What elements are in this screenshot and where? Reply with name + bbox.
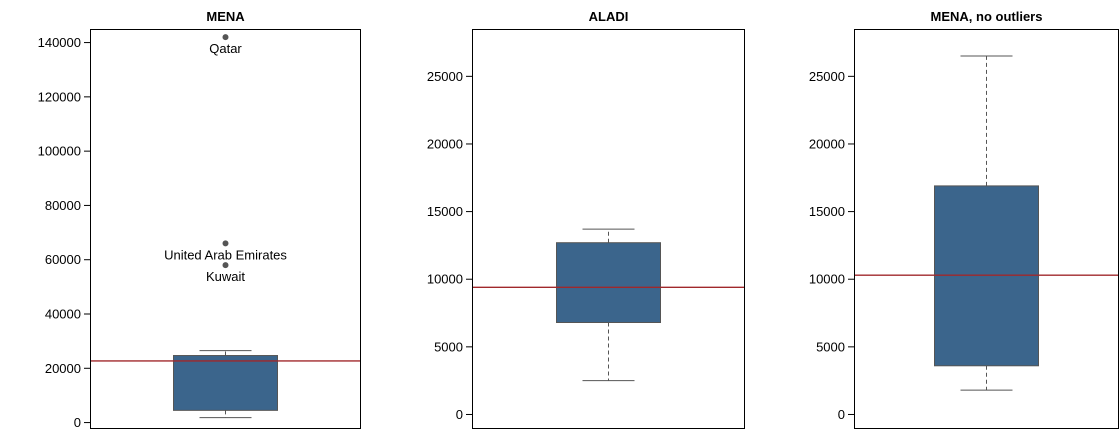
panel-3: MENA, no outliers 0 5000 10000 15000 20000 250… bbox=[809, 9, 1119, 429]
y-tick-label: 0 bbox=[456, 407, 463, 422]
y-tick-label: 140000 bbox=[38, 35, 81, 50]
y-tick-label: 0 bbox=[74, 415, 81, 430]
y-tick-label: 80000 bbox=[45, 198, 81, 213]
y-tick-label: 100000 bbox=[38, 144, 81, 159]
outlier-label: Kuwait bbox=[206, 269, 245, 284]
panel-title: ALADI bbox=[589, 9, 629, 24]
y-tick-label: 40000 bbox=[45, 307, 81, 322]
y-tick-label: 20000 bbox=[45, 361, 81, 376]
y-tick-label: 5000 bbox=[434, 339, 463, 354]
y-tick-label: 15000 bbox=[427, 204, 463, 219]
y-tick-label: 20000 bbox=[809, 136, 845, 151]
outlier-point bbox=[222, 240, 229, 247]
iqr-box bbox=[173, 355, 278, 411]
y-tick-label: 25000 bbox=[427, 69, 463, 84]
plot-frame bbox=[90, 29, 361, 429]
y-tick-label: 10000 bbox=[427, 272, 463, 287]
y-tick-label: 10000 bbox=[809, 272, 845, 287]
outlier-point bbox=[222, 262, 229, 269]
y-tick-label: 20000 bbox=[427, 136, 463, 151]
panel-title: MENA bbox=[206, 9, 245, 24]
panel-title: MENA, no outliers bbox=[931, 9, 1043, 24]
panel-1: MENA 0 20000 40000 60000 80000 100000 120000 140… bbox=[38, 9, 361, 430]
y-tick-label: 5000 bbox=[816, 339, 845, 354]
outlier-point bbox=[222, 34, 229, 41]
outlier-label: Qatar bbox=[209, 41, 242, 56]
outlier-label: United Arab Emirates bbox=[164, 247, 287, 262]
y-tick-label: 120000 bbox=[38, 89, 81, 104]
iqr-box bbox=[556, 242, 661, 324]
panel-2: ALADI 0 5000 10000 15000 20000 25000 bbox=[427, 9, 745, 429]
y-tick-label: 0 bbox=[838, 407, 845, 422]
y-tick-label: 60000 bbox=[45, 252, 81, 267]
plot-frame bbox=[472, 29, 745, 429]
y-tick-label: 15000 bbox=[809, 204, 845, 219]
y-tick-label: 25000 bbox=[809, 69, 845, 84]
